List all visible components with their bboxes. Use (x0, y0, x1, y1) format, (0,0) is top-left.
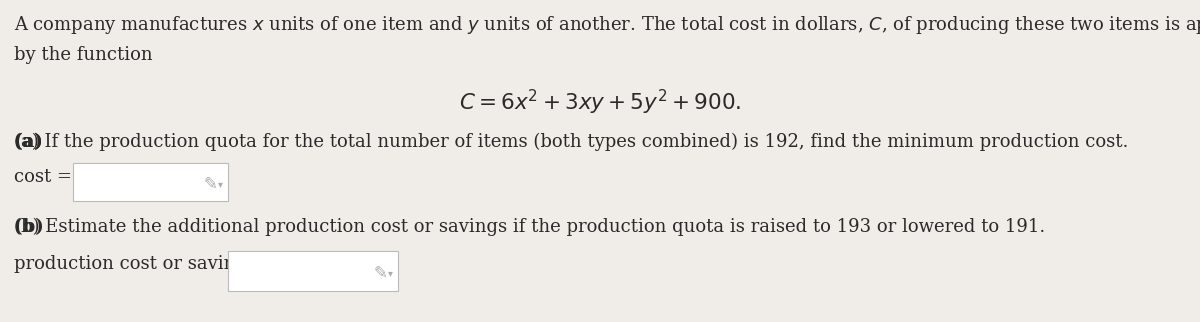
Bar (228, 251, 398, 291)
Text: ▾: ▾ (217, 179, 222, 189)
Text: $C = 6x^2 + 3xy + 5y^2 + 900.$: $C = 6x^2 + 3xy + 5y^2 + 900.$ (458, 88, 742, 117)
Text: (a) If the production quota for the total number of items (both types combined) : (a) If the production quota for the tota… (14, 133, 1128, 151)
Text: ▾: ▾ (388, 268, 392, 278)
Text: A company manufactures $x$ units of one item and $y$ units of another. The total: A company manufactures $x$ units of one … (14, 14, 1200, 36)
Text: cost =: cost = (14, 168, 78, 186)
Text: (b) Estimate the additional production cost or savings if the production quota i: (b) Estimate the additional production c… (14, 218, 1045, 236)
Text: (a): (a) (14, 133, 49, 151)
Text: ✎: ✎ (203, 175, 217, 193)
Text: ✎: ✎ (373, 264, 386, 282)
Text: (a): (a) (14, 133, 49, 151)
Text: (b): (b) (14, 218, 50, 236)
Bar (73, 163, 228, 201)
Text: production cost or savings =: production cost or savings = (14, 255, 282, 273)
Text: by the function: by the function (14, 46, 152, 64)
